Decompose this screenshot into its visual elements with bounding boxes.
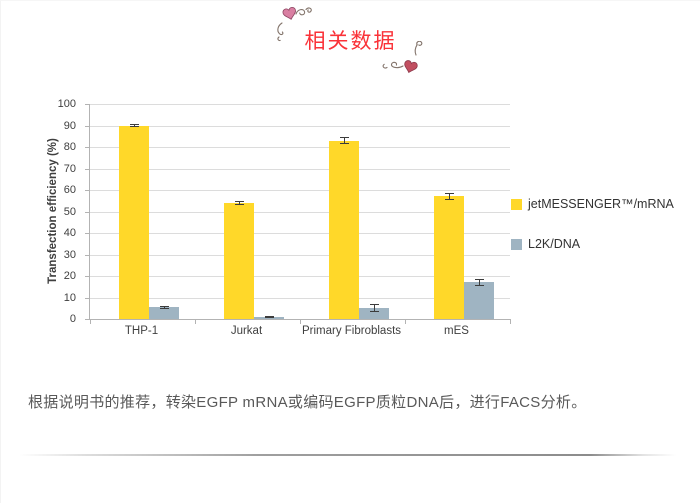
y-tick-label: 50 xyxy=(63,205,76,218)
y-tick-label: 90 xyxy=(63,119,76,132)
x-tick xyxy=(510,319,511,324)
y-axis-labels: 0 10 20 30 40 50 60 70 80 90 100 xyxy=(1,98,81,325)
y-tick xyxy=(85,297,90,299)
x-tick xyxy=(90,319,91,324)
gridline xyxy=(90,190,510,191)
gridline xyxy=(90,104,510,105)
y-tick-label: 100 xyxy=(57,98,76,110)
gridline xyxy=(90,297,510,299)
legend-label: L2K/DNA xyxy=(528,237,581,251)
error-bar xyxy=(369,304,379,313)
error-bar xyxy=(159,305,169,309)
y-tick xyxy=(85,319,90,320)
legend: jetMESSENGER™/mRNA L2K/DNA xyxy=(511,197,674,277)
y-tick xyxy=(85,254,90,256)
y-tick-label: 40 xyxy=(63,227,76,239)
bar-jetmessenger-mrna-jurkat xyxy=(224,202,254,319)
x-axis-label-jurkat: Jurkat xyxy=(230,325,263,337)
y-tick xyxy=(85,190,90,191)
y-tick-label: 20 xyxy=(63,270,76,282)
y-tick-label: 10 xyxy=(63,291,76,304)
y-tick xyxy=(85,233,90,234)
y-tick-label: 0 xyxy=(69,313,76,325)
legend-item-jetmessenger-mrna: jetMESSENGER™/mRNA xyxy=(511,197,674,211)
x-tick xyxy=(195,319,196,324)
gridline xyxy=(90,211,510,213)
gridline xyxy=(90,254,510,256)
error-bar xyxy=(444,193,454,200)
page-title: 相关数据 xyxy=(304,30,397,53)
heart-flourish-icon xyxy=(271,4,319,49)
y-tick xyxy=(85,125,90,127)
heart-flourish-icon xyxy=(373,40,431,82)
error-bar xyxy=(264,315,274,318)
legend-label: jetMESSENGER™/mRNA xyxy=(528,197,674,211)
error-bar xyxy=(339,137,349,144)
gridline xyxy=(90,125,510,127)
bar-jetmessenger-mrna-mes xyxy=(434,196,464,319)
legend-swatch xyxy=(511,198,522,210)
footnote: 根据说明书的推荐，转染EGFP mRNA或编码EGFP质粒DNA后，进行FACS… xyxy=(28,394,587,411)
bar-jetmessenger-mrna-primary-fibroblasts xyxy=(329,140,359,319)
y-tick xyxy=(85,211,90,213)
x-tick xyxy=(300,319,301,324)
divider xyxy=(19,454,683,456)
y-tick-label: 80 xyxy=(63,141,76,153)
x-axis-label-thp-1: THP-1 xyxy=(124,325,159,337)
error-bar xyxy=(129,123,139,128)
legend-item-l2k-dna: L2K/DNA xyxy=(511,237,674,251)
y-tick xyxy=(85,147,90,148)
x-tick xyxy=(405,319,406,324)
y-tick xyxy=(85,276,90,277)
gridline xyxy=(90,233,510,234)
y-tick-label: 60 xyxy=(63,184,76,196)
x-axis-label-mes: mES xyxy=(444,325,469,337)
gridline xyxy=(90,147,510,148)
y-tick xyxy=(85,168,90,170)
bar-jetmessenger-mrna-thp-1 xyxy=(119,125,149,319)
y-tick-label: 30 xyxy=(63,248,76,261)
error-bar xyxy=(474,278,484,287)
gridline xyxy=(90,168,510,170)
bar-l2k-dna-primary-fibroblasts xyxy=(359,308,389,319)
bar-l2k-dna-thp-1 xyxy=(149,307,179,319)
y-tick-label: 70 xyxy=(63,162,76,175)
legend-swatch xyxy=(511,238,522,250)
x-axis-label-primary-fibroblasts: Primary Fibroblasts xyxy=(301,325,402,337)
gridline xyxy=(90,276,510,277)
plot-area xyxy=(85,104,511,324)
y-tick xyxy=(85,104,90,105)
bar-l2k-dna-mes xyxy=(464,282,494,319)
error-bar xyxy=(234,201,244,205)
